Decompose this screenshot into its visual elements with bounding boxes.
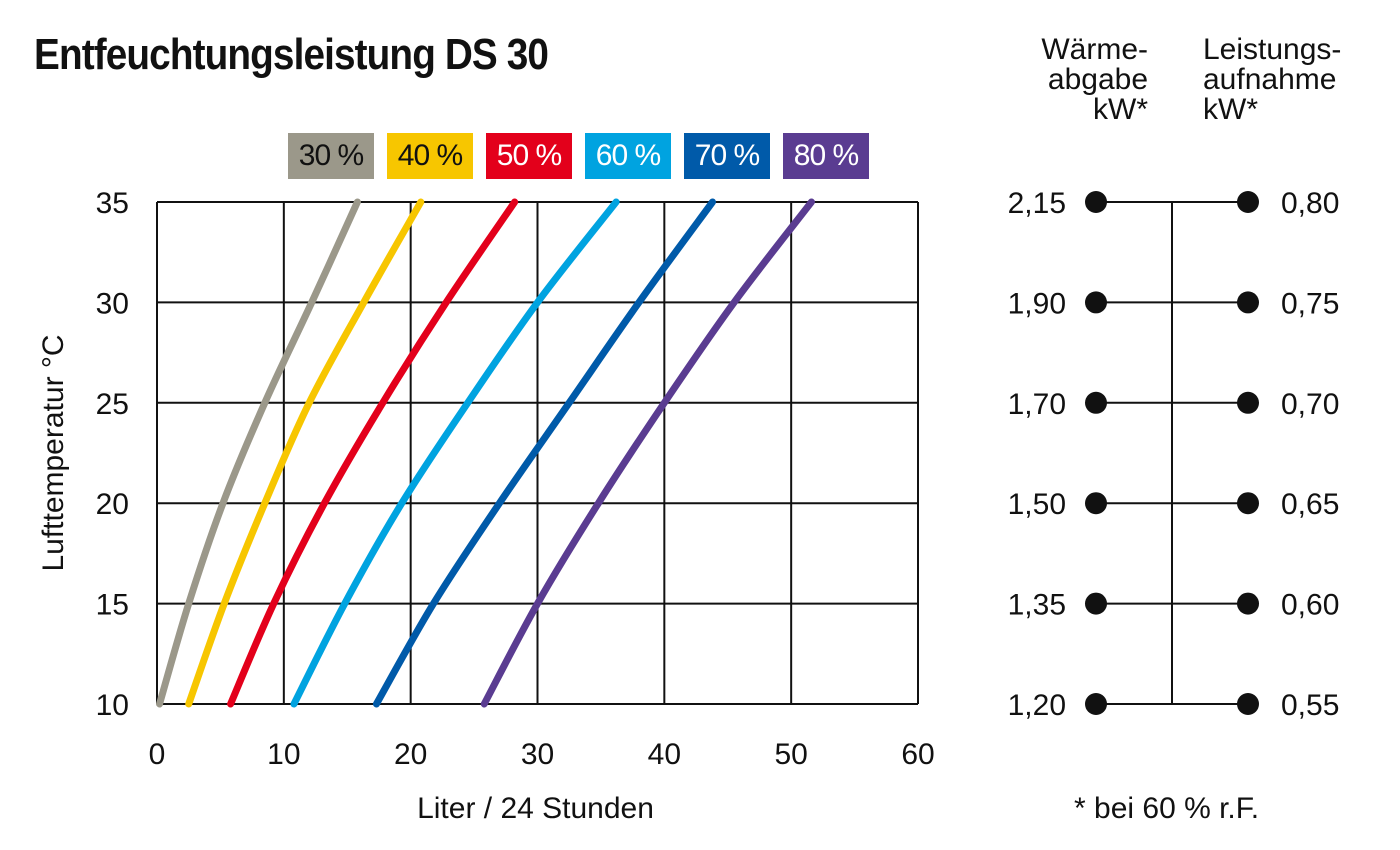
legend-item-30pct: 30 % <box>288 133 374 179</box>
y-tick-label-5: 35 <box>96 187 129 220</box>
legend-item-60pct: 60 % <box>585 133 671 179</box>
heat-value-4: 1,35 <box>1008 589 1066 622</box>
heat-value-5: 1,20 <box>1008 689 1066 722</box>
legend-item-50pct: 50 % <box>486 133 572 179</box>
legend-item-80pct: 80 % <box>783 133 869 179</box>
power-value-4: 0,60 <box>1281 589 1339 622</box>
series-line-30pct <box>156 198 361 708</box>
y-tick-label-3: 25 <box>96 388 129 421</box>
series-line-60pct <box>290 198 620 708</box>
x-tick-label-0: 0 <box>149 738 166 771</box>
heat-dot-0 <box>1085 191 1107 213</box>
y-axis-label: Lufttemperatur °C <box>37 334 70 571</box>
power-dot-5 <box>1237 693 1259 715</box>
heat-dot-1 <box>1085 291 1107 314</box>
x-tick-label-2: 20 <box>394 738 427 771</box>
heat-value-1: 1,90 <box>1008 287 1066 320</box>
x-tick-label-6: 60 <box>901 738 934 771</box>
power-dot-1 <box>1237 291 1259 314</box>
y-tick-label-1: 15 <box>96 589 129 622</box>
power-input-header: Leistungs- aufnahme kW* <box>1203 33 1342 126</box>
power-value-2: 0,70 <box>1281 388 1339 421</box>
series-line-40pct <box>185 198 425 708</box>
x-axis-label: Liter / 24 Stunden <box>417 792 654 825</box>
legend-item-70pct: 70 % <box>684 133 770 179</box>
legend-item-40pct: 40 % <box>387 133 473 179</box>
series-line-80pct <box>480 198 815 708</box>
power-dot-4 <box>1237 592 1259 615</box>
legend: 30 % 40 % 50 % 60 % 70 % 80 % <box>288 133 869 179</box>
power-value-1: 0,75 <box>1281 287 1339 320</box>
y-tick-label-4: 30 <box>96 287 129 320</box>
series-line-50pct <box>227 198 519 708</box>
power-value-5: 0,55 <box>1281 689 1339 722</box>
heat-dot-3 <box>1085 492 1107 515</box>
power-dot-2 <box>1237 391 1259 414</box>
y-tick-label-0: 10 <box>96 689 129 722</box>
x-tick-label-3: 30 <box>521 738 554 771</box>
chart-title: Entfeuchtungsleistung DS 30 <box>34 30 549 79</box>
y-tick-label-2: 20 <box>96 488 129 521</box>
power-value-0: 0,80 <box>1281 187 1339 220</box>
heat-value-0: 2,15 <box>1008 187 1066 220</box>
series-line-70pct <box>372 198 717 708</box>
heat-value-3: 1,50 <box>1008 488 1066 521</box>
power-dot-0 <box>1237 191 1259 213</box>
heat-dot-2 <box>1085 391 1107 414</box>
heat-value-2: 1,70 <box>1008 388 1066 421</box>
x-tick-label-4: 40 <box>648 738 681 771</box>
footnote: * bei 60 % r.F. <box>1074 792 1260 825</box>
heat-output-header: Wärme- abgabe kW* <box>1041 33 1148 126</box>
heat-dot-5 <box>1085 693 1107 715</box>
power-dot-3 <box>1237 492 1259 515</box>
x-tick-label-5: 50 <box>774 738 807 771</box>
heat-dot-4 <box>1085 592 1107 615</box>
x-tick-label-1: 10 <box>267 738 300 771</box>
power-value-3: 0,65 <box>1281 488 1339 521</box>
